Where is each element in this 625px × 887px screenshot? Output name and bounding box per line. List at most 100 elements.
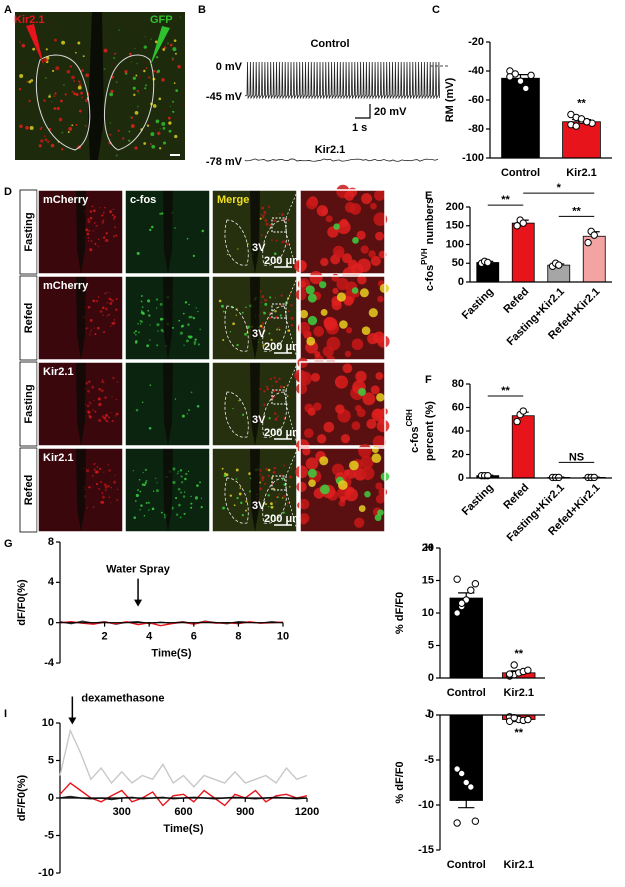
cell: [221, 467, 224, 470]
cell: [88, 229, 91, 232]
row-label-box: [19, 275, 38, 361]
cell: [172, 480, 176, 485]
cell: [87, 236, 90, 239]
micrograph: [37, 189, 124, 275]
cell: [134, 111, 139, 115]
cell: [222, 506, 226, 510]
cell: [161, 212, 164, 215]
x-tick-label: Control: [501, 167, 540, 179]
cell: [347, 187, 358, 197]
micrograph: [124, 447, 211, 533]
cell: [146, 124, 150, 127]
cell: [264, 503, 267, 506]
cell: [279, 385, 283, 389]
cell: [158, 97, 162, 101]
cell: [99, 206, 101, 209]
cell: [75, 93, 79, 97]
zoom-line: [285, 277, 298, 305]
cell: [295, 289, 307, 301]
ventricle: [250, 362, 260, 446]
cell: [18, 87, 22, 91]
cell: [89, 331, 92, 333]
x-axis-label: Time(S): [151, 648, 191, 660]
cell: [147, 122, 150, 125]
cell: [245, 500, 248, 503]
roi-outline: [224, 219, 249, 266]
cell: [150, 89, 153, 92]
zoom-line: [285, 317, 298, 359]
cell: [50, 21, 53, 24]
cell: [245, 306, 247, 309]
cell: [237, 248, 239, 250]
cell: [241, 311, 244, 314]
y-axis-label-part: RM (mV): [444, 77, 456, 122]
cell: [108, 313, 110, 316]
cell: [124, 70, 128, 74]
cell: [101, 221, 105, 224]
cell: [134, 146, 138, 150]
data-point: [524, 715, 532, 724]
cell: [107, 484, 110, 488]
significance-label: *: [557, 182, 562, 194]
arrow: [26, 24, 44, 66]
cell: [264, 302, 268, 306]
cell: [114, 52, 116, 55]
cell: [102, 236, 106, 239]
y-tick-label: 80: [452, 378, 464, 390]
cell: [91, 474, 94, 477]
cell: [171, 57, 174, 60]
cell: [99, 468, 101, 470]
micrograph-frame: [299, 361, 386, 447]
y-tick-label: 150: [446, 220, 464, 232]
cell: [275, 239, 278, 242]
cell: [194, 343, 196, 346]
cell: [144, 468, 148, 472]
cell: [111, 419, 114, 422]
cell: [155, 298, 159, 301]
cell: [273, 376, 276, 379]
cell: [135, 408, 139, 412]
y-tick-label: -20: [468, 36, 484, 48]
cell: [136, 489, 140, 492]
cell: [78, 80, 81, 83]
cell: [61, 131, 64, 134]
cell: [326, 336, 341, 351]
cell: [19, 73, 24, 78]
ventricle: [76, 190, 86, 274]
cell: [134, 330, 137, 333]
cell: [171, 326, 174, 329]
cell: [87, 239, 90, 242]
y-tick-label: 20: [452, 448, 464, 460]
cell: [115, 81, 118, 84]
ventricle: [163, 276, 173, 360]
cell: [200, 505, 203, 509]
cell: [374, 514, 382, 522]
cell: [276, 328, 279, 331]
cell: [287, 310, 290, 313]
cell: [321, 208, 328, 215]
y-axis-label-part: % dF/F0: [394, 592, 406, 634]
y-tick-label: 0: [428, 672, 434, 684]
data-point: [462, 778, 470, 787]
cell: [273, 466, 276, 470]
cell: [138, 92, 140, 94]
y-axis-label: % dF/F0: [394, 761, 406, 803]
cell: [169, 43, 173, 47]
cell: [95, 470, 99, 474]
cell: [266, 385, 269, 388]
cell: [88, 380, 91, 383]
data-point: [524, 666, 532, 674]
cell: [360, 245, 369, 254]
cell: [177, 470, 180, 473]
cell: [155, 119, 160, 124]
cell: [73, 80, 76, 83]
cell: [85, 73, 90, 78]
panel-letter: G: [4, 538, 13, 550]
cell: [44, 138, 48, 142]
cell: [178, 503, 181, 507]
channel-label: c-fos: [130, 194, 156, 206]
cell: [69, 65, 72, 68]
roi-outline: [224, 477, 249, 524]
significance-label: **: [577, 97, 586, 109]
panel-a-image: [15, 12, 185, 160]
